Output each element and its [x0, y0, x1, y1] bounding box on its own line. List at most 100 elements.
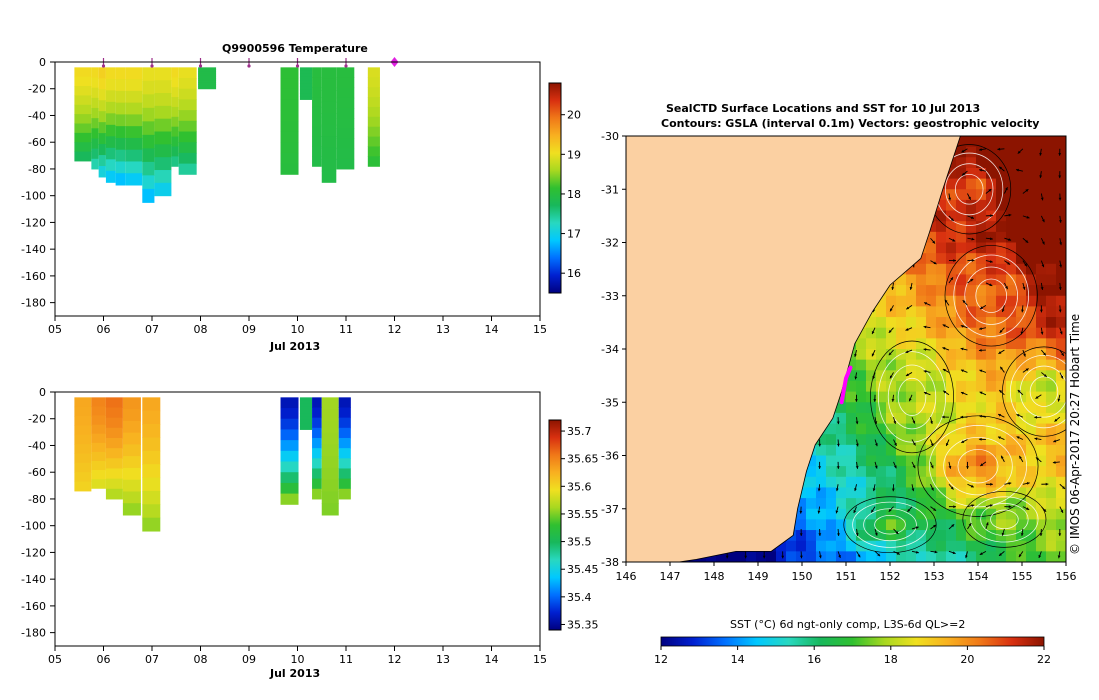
sst-cell — [976, 306, 987, 318]
sst-cell — [1016, 466, 1027, 478]
sst-cell — [936, 242, 947, 254]
profile-cell — [178, 131, 197, 143]
profile-cell — [125, 161, 143, 174]
sst-cell — [1006, 466, 1017, 478]
profile-bar — [280, 397, 299, 505]
sst-cell — [866, 498, 877, 510]
sst-cell — [896, 274, 907, 286]
sst-cell — [986, 317, 997, 329]
sst-cell — [926, 359, 937, 371]
sst-cell — [1006, 178, 1017, 190]
x-tick-label: 10 — [291, 323, 305, 336]
sst-cell — [1026, 412, 1037, 425]
sst-cell — [986, 391, 997, 403]
float-track — [839, 365, 853, 405]
x-tick-label: 08 — [194, 653, 208, 666]
sst-cell — [926, 327, 937, 339]
velocity-arrowhead — [872, 376, 876, 380]
sst-colorbar-tick-label: 16 — [807, 653, 821, 666]
sst-cell — [996, 231, 1007, 244]
profile-cell — [74, 151, 92, 162]
profile-cell — [367, 77, 380, 88]
velocity-arrowhead — [799, 510, 803, 514]
sst-cell — [906, 285, 917, 297]
sst-cell — [966, 466, 977, 478]
velocity-arrowhead — [1057, 555, 1061, 559]
velocity-arrowhead — [999, 390, 1003, 393]
profile-cell — [105, 101, 116, 114]
sst-cell — [986, 146, 997, 158]
sst-cell — [886, 498, 897, 510]
sst-cell — [796, 498, 807, 510]
velocity-arrowhead — [817, 488, 821, 492]
sst-cell — [946, 391, 957, 403]
sst-cell — [926, 285, 937, 297]
sst-cell — [856, 444, 867, 457]
sst-cell — [1026, 498, 1037, 510]
sst-cell — [936, 327, 947, 339]
profile-cell — [367, 136, 380, 147]
profile-cell — [178, 99, 197, 111]
sst-cell — [946, 423, 957, 435]
profile-cell — [312, 156, 322, 167]
sst-cell — [956, 455, 967, 467]
profile-cell — [299, 67, 313, 72]
sst-cell — [876, 402, 887, 414]
sst-cell — [996, 519, 1007, 531]
profile-cell — [280, 99, 299, 111]
sst-cell — [896, 487, 907, 499]
velocity-arrowhead — [970, 484, 974, 488]
profile-cell — [122, 456, 141, 469]
sst-cell — [1036, 466, 1047, 478]
lat-tick-label: -30 — [601, 130, 619, 143]
sst-cell — [936, 221, 947, 233]
sst-cell — [846, 380, 857, 393]
sst-cell — [996, 455, 1007, 467]
velocity-arrowhead — [836, 421, 840, 425]
sst-cell — [926, 444, 937, 457]
sst-cell — [1006, 391, 1017, 403]
salinity-colorbar — [548, 419, 562, 631]
x-tick-label: 07 — [145, 653, 159, 666]
profile-bar — [105, 67, 116, 183]
profile-cell — [91, 397, 106, 407]
velocity-arrowhead — [915, 526, 919, 530]
sst-cell — [926, 498, 937, 510]
profile-cell — [198, 80, 217, 83]
sst-cell — [856, 498, 867, 510]
sst-cell — [1056, 253, 1066, 265]
velocity-arrowhead — [989, 504, 993, 507]
sst-cell — [1026, 146, 1037, 158]
sst-cell — [1056, 508, 1066, 520]
sst-cell — [1006, 444, 1017, 457]
sst-cell — [956, 178, 967, 190]
sst-cell — [1026, 444, 1037, 457]
velocity-arrowhead — [1001, 309, 1005, 313]
sst-cell — [916, 434, 927, 446]
velocity-arrowhead — [912, 442, 916, 446]
profile-cell — [125, 173, 143, 186]
velocity-arrowhead — [871, 509, 874, 513]
sst-cell — [846, 444, 857, 457]
velocity-arrowhead — [1018, 554, 1022, 558]
profile-cell — [125, 67, 143, 80]
sst-cell — [806, 487, 817, 499]
profile-cell — [321, 170, 337, 183]
sst-cell — [936, 370, 947, 382]
velocity-arrowhead — [855, 421, 859, 425]
profile-cell — [122, 491, 141, 504]
sst-cell — [996, 402, 1007, 414]
profile-cell — [142, 517, 161, 532]
sst-cell — [1046, 423, 1057, 435]
profile-cell — [122, 420, 141, 434]
velocity-arrowhead — [1053, 439, 1057, 443]
sst-cell — [1036, 487, 1047, 499]
sst-cell — [1056, 370, 1066, 382]
velocity-arrowhead — [942, 324, 946, 328]
velocity-arrowhead — [874, 421, 878, 425]
sst-cell — [896, 391, 907, 403]
profile-cell — [336, 148, 355, 160]
velocity-arrowhead — [1045, 482, 1049, 486]
x-tick-label: 13 — [436, 323, 450, 336]
gsla-contour — [953, 254, 1029, 337]
